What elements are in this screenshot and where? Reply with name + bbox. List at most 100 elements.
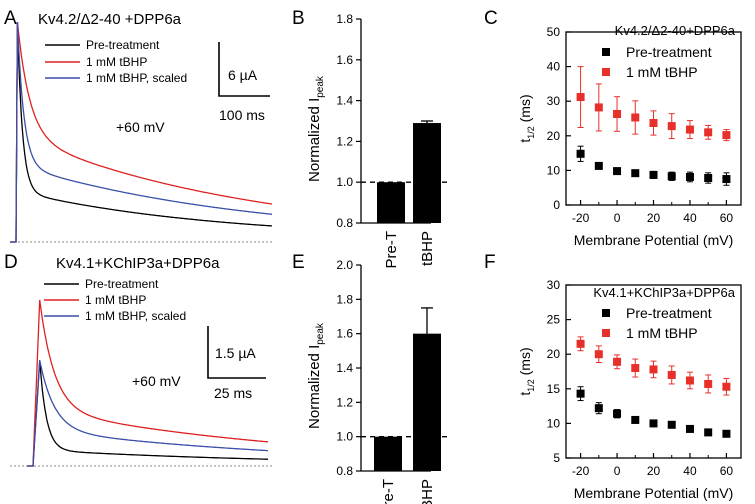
data-point-pre-treatment (722, 175, 731, 184)
y-tick-label: 2.0 (336, 258, 353, 272)
y-tick-label: 1.2 (336, 134, 353, 148)
data-point-pre-treatment (649, 170, 658, 179)
y-tick-label: 0 (553, 198, 560, 212)
data-point-pre-treatment (704, 174, 713, 183)
y-tick-label: 30 (547, 278, 561, 292)
y-tick-label: 1.2 (336, 395, 353, 409)
y-tick-label: 30 (547, 94, 561, 108)
panel-a-voltage: +60 mV (116, 119, 165, 135)
x-tick-label: 0 (614, 211, 621, 225)
x-tick-label: 20 (647, 464, 661, 478)
data-point-pre-treatment (631, 415, 640, 424)
legend-label: Pre-treatment (626, 44, 712, 60)
data-point-tbhp (667, 370, 676, 379)
data-point-tbhp (722, 382, 731, 391)
y-tick-label: 5 (553, 451, 560, 465)
y-tick-label: 1.6 (336, 53, 353, 67)
bar-pre-t (377, 182, 405, 223)
data-point-tbhp (667, 122, 676, 131)
panel-c-scatter-chart: 0 10 20 30 40 50 -20 0 20 40 60 Membrane Potential … (517, 23, 742, 248)
data-point-tbhp (649, 118, 658, 127)
data-point-pre-treatment (594, 404, 603, 413)
panel-d-legend: Pre-treatment 1 mM tBHP 1 mM tBHP, scale… (44, 277, 186, 323)
panel-letter-d: D (4, 252, 18, 273)
current-trace-tbhp (27, 299, 269, 467)
current-trace-pre-treatment (27, 360, 268, 467)
legend-a-pre-label: Pre-treatment (86, 38, 160, 52)
y-tick-label: 10 (547, 163, 561, 177)
data-point-tbhp (722, 131, 731, 140)
x-tick-label: -20 (572, 464, 590, 478)
y-tick-label: 0.8 (336, 464, 353, 478)
panel-a-legend: Pre-treatment 1 mM tBHP 1 mM tBHP, scale… (45, 38, 187, 85)
x-category-label: tBHP (419, 231, 436, 266)
data-point-tbhp (576, 93, 585, 102)
panel-f-scatter-chart: 5 10 15 20 25 30 -20 0 20 40 60 Membrane Potential … (517, 278, 742, 501)
x-axis-label: Membrane Potential (mV) (574, 232, 734, 248)
data-point-pre-treatment (649, 419, 658, 428)
y-tick-label: 1.6 (336, 327, 353, 341)
panel-d-voltage: +60 mV (132, 373, 181, 389)
data-point-tbhp (631, 113, 640, 122)
scale-bar-a (218, 42, 270, 97)
y-tick-label: 1.0 (336, 430, 353, 444)
panel-letter-f: F (484, 252, 496, 273)
panel-letter-e: E (292, 252, 305, 273)
panel-a: Kv4.2/Δ2-40 +DPP6a Pre-treatment 1 mM tB… (10, 11, 273, 243)
y-tick-label: 10 (547, 416, 561, 430)
scale-bar-d (207, 326, 266, 379)
y-tick-label: 1.0 (336, 175, 353, 189)
y-tick-label: 50 (547, 25, 561, 39)
data-point-tbhp (613, 110, 622, 119)
y-tick-label: 20 (547, 347, 561, 361)
panel-d-traces (27, 299, 269, 467)
y-tick-label: 20 (547, 129, 561, 143)
y-tick-label: 1.8 (336, 12, 353, 26)
chart-title: Kv4.1+KChIP3a+DPP6a (593, 285, 735, 300)
panel-d-title: Kv4.1+KChIP3a+DPP6a (56, 255, 220, 272)
data-point-tbhp (613, 357, 622, 366)
data-point-pre-treatment (594, 161, 603, 170)
scale-bar-d-y-label: 1.5 µA (215, 345, 256, 361)
panel-a-scale-bar: 6 µA 100 ms (218, 42, 270, 123)
current-trace-tbhp (10, 21, 273, 243)
legend-marker (602, 48, 610, 56)
legend-marker (602, 329, 610, 337)
data-point-pre-treatment (722, 429, 731, 438)
data-point-pre-treatment (576, 149, 585, 158)
legend-d-tbhp-label: 1 mM tBHP (85, 293, 146, 307)
y-axis-label: t1/2 (ms) (517, 94, 536, 142)
data-point-tbhp (631, 364, 640, 373)
x-tick-label: 20 (647, 211, 661, 225)
panel-d: Kv4.1+KChIP3a+DPP6a Pre-treatment 1 mM t… (10, 255, 272, 467)
x-tick-label: 40 (683, 211, 697, 225)
scale-bar-a-y-label: 6 µA (228, 67, 258, 83)
data-point-tbhp (594, 103, 603, 112)
chart-title: Kv4.2/Δ2-40+DPP6a (615, 23, 736, 38)
legend-a-tbhp-label: 1 mM tBHP (86, 55, 147, 69)
panel-a-title: Kv4.2/Δ2-40 +DPP6a (38, 11, 182, 28)
y-tick-label: 40 (547, 60, 561, 74)
data-point-pre-treatment (667, 172, 676, 181)
legend-d-pre-label: Pre-treatment (85, 277, 159, 291)
bar-tbhp (413, 123, 441, 223)
panel-d-scale-bar: 1.5 µA 25 ms (207, 326, 266, 401)
scale-bar-d-x-label: 25 ms (214, 385, 252, 401)
x-tick-label: 40 (683, 464, 697, 478)
legend-label: 1 mM tBHP (626, 325, 698, 341)
current-trace-pre-treatment (10, 21, 272, 243)
y-axis-label: Normalized Ipeak (306, 75, 326, 182)
y-axis-label: t1/2 (ms) (517, 347, 536, 395)
data-point-tbhp (576, 339, 585, 348)
data-point-pre-treatment (631, 169, 640, 178)
x-tick-label: 60 (720, 464, 734, 478)
panel-b-bar-chart: 0.8 1.0 1.2 1.4 1.6 1.8 Pre-T tBHP Normalized Ip… (306, 12, 447, 269)
panel-letter-a: A (4, 8, 17, 29)
x-tick-label: 0 (614, 464, 621, 478)
data-point-tbhp (704, 379, 713, 388)
current-trace-tbhp-scaled (10, 21, 273, 243)
legend-d-scaled-label: 1 mM tBHP, scaled (85, 309, 186, 323)
bar-tbhp (413, 333, 441, 471)
x-tick-label: 60 (720, 211, 734, 225)
y-tick-label: 0.8 (336, 216, 353, 230)
